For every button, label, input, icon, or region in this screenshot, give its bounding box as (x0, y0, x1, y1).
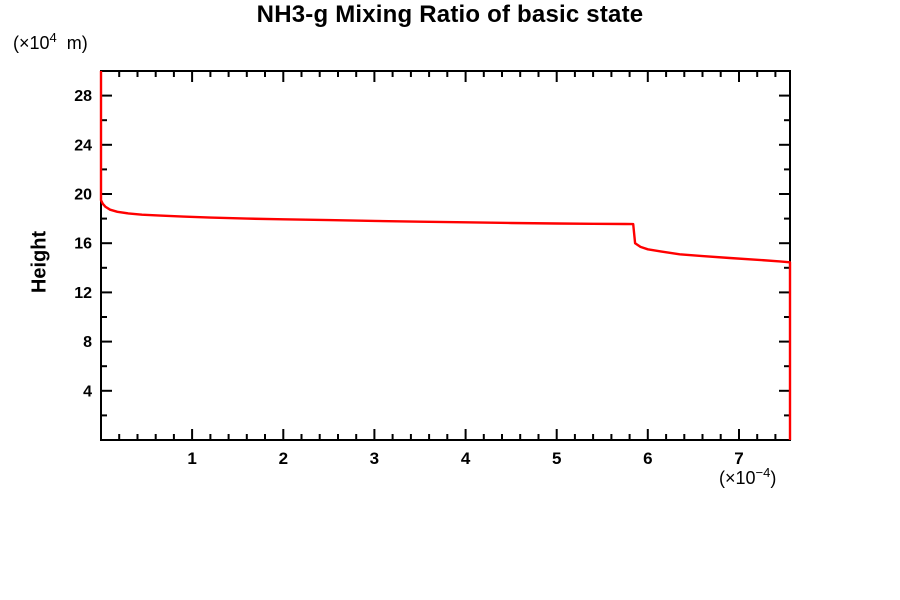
x-axis-unit-label: (×10−4) (719, 465, 777, 489)
y-tick-label: 24 (74, 137, 92, 154)
y-tick-label: 16 (74, 236, 92, 253)
y-unit-prefix: (×10 (13, 33, 50, 53)
y-tick-label: 12 (74, 285, 92, 302)
x-tick-label: 1 (187, 449, 196, 468)
data-curve (99, 71, 792, 440)
chart-title: NH3-g Mixing Ratio of basic state (256, 1, 644, 28)
y-unit-suffix: m) (56, 33, 88, 53)
x-unit-prefix: (×10 (719, 468, 756, 488)
y-unit-exponent: 4 (49, 30, 57, 45)
x-unit-exponent: −4 (755, 465, 771, 480)
x-tick-label: 5 (552, 449, 561, 468)
x-tick-label: 3 (370, 449, 379, 468)
plot-frame (100, 70, 791, 441)
x-tick-label: 6 (643, 449, 652, 468)
x-unit-suffix: ) (770, 468, 777, 488)
x-tick-label: 4 (461, 449, 471, 468)
y-tick-label: 20 (74, 187, 92, 204)
x-tick-label: 7 (734, 449, 743, 468)
y-axis-unit-label: (×104 m) (13, 30, 88, 54)
y-tick-label: 8 (83, 334, 92, 351)
y-tick-label: 28 (74, 88, 92, 105)
x-tick-label: 2 (279, 449, 288, 468)
y-tick-label: 4 (83, 383, 92, 400)
